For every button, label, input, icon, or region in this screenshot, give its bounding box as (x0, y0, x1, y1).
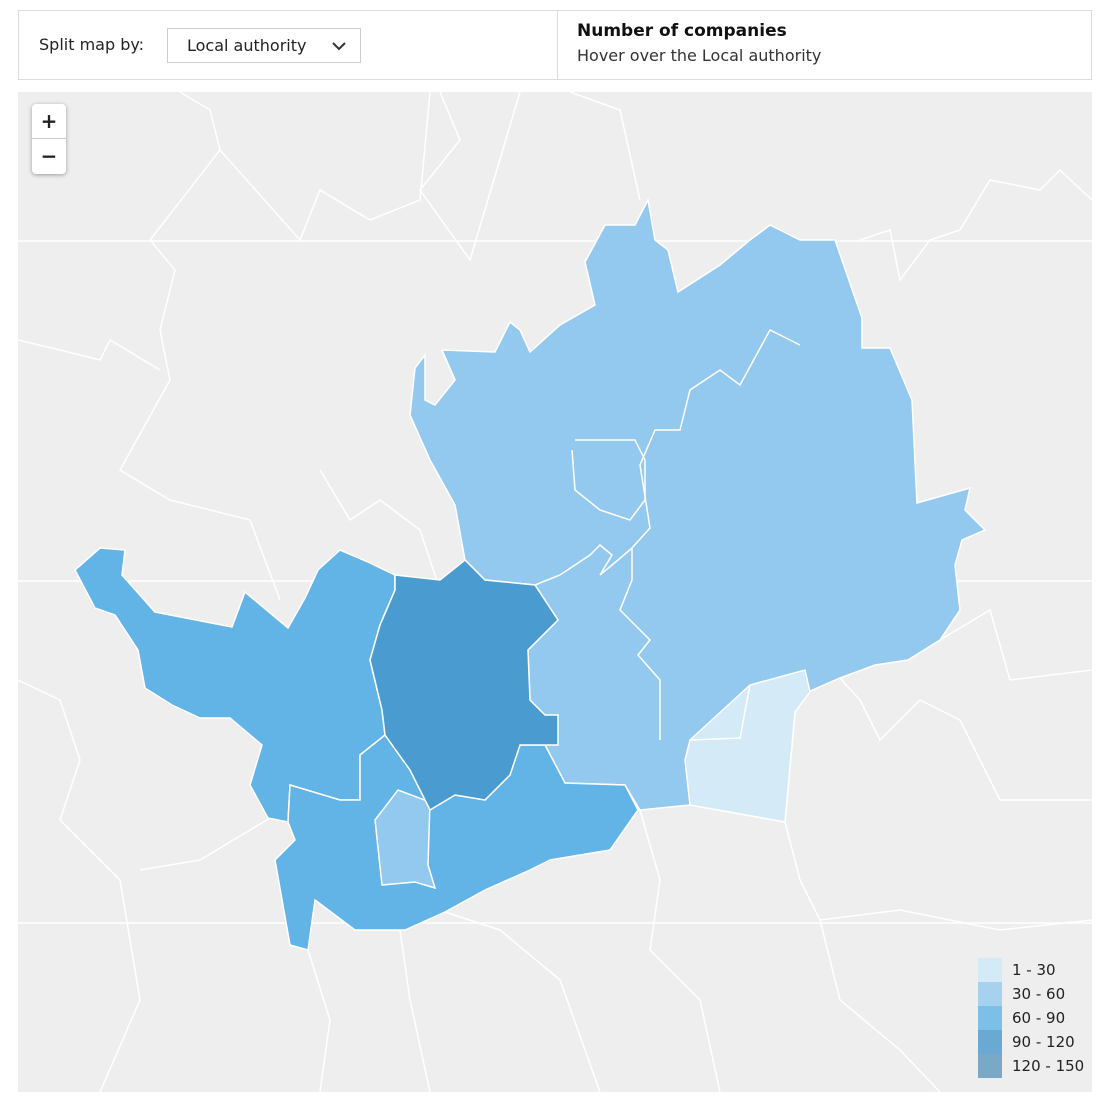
legend-item: 120 - 150 (978, 1054, 1084, 1078)
legend-item: 30 - 60 (978, 982, 1084, 1006)
regions[interactable] (74, 197, 987, 951)
info-hint: Hover over the Local authority (577, 46, 822, 65)
legend-label: 1 - 30 (1012, 961, 1056, 979)
legend-swatch (978, 982, 1002, 1006)
legend-label: 120 - 150 (1012, 1057, 1085, 1075)
dropdown-text: Local authority (187, 36, 307, 55)
dropdown[interactable]: Local authority (167, 28, 361, 63)
legend-swatch (978, 1030, 1002, 1054)
legend-label: 90 - 120 (1012, 1033, 1075, 1051)
legend-swatch (978, 1006, 1002, 1030)
header: Split map by: Local authority Number of … (18, 10, 1092, 80)
legend-item: 1 - 30 (978, 958, 1084, 982)
chevron (332, 42, 346, 51)
info-title: Number of companies (577, 21, 787, 41)
divider (557, 11, 558, 79)
legend: 1 - 30 30 - 60 60 - 90 90 - 120 120 - 150 (978, 958, 1084, 1078)
zoom-control: + − (32, 104, 66, 174)
zoom-in[interactable]: + (32, 104, 66, 139)
legend-swatch (978, 958, 1002, 982)
legend-swatch (978, 1054, 1002, 1078)
zoom-out[interactable]: − (40, 144, 58, 168)
legend-label: 30 - 60 (1012, 985, 1066, 1003)
legend-item: 90 - 120 (978, 1030, 1084, 1054)
split-label: Split map by: (39, 35, 145, 54)
legend-label: 60 - 90 (1012, 1009, 1066, 1027)
legend-item: 60 - 90 (978, 1006, 1084, 1030)
map[interactable] (18, 92, 1092, 1092)
